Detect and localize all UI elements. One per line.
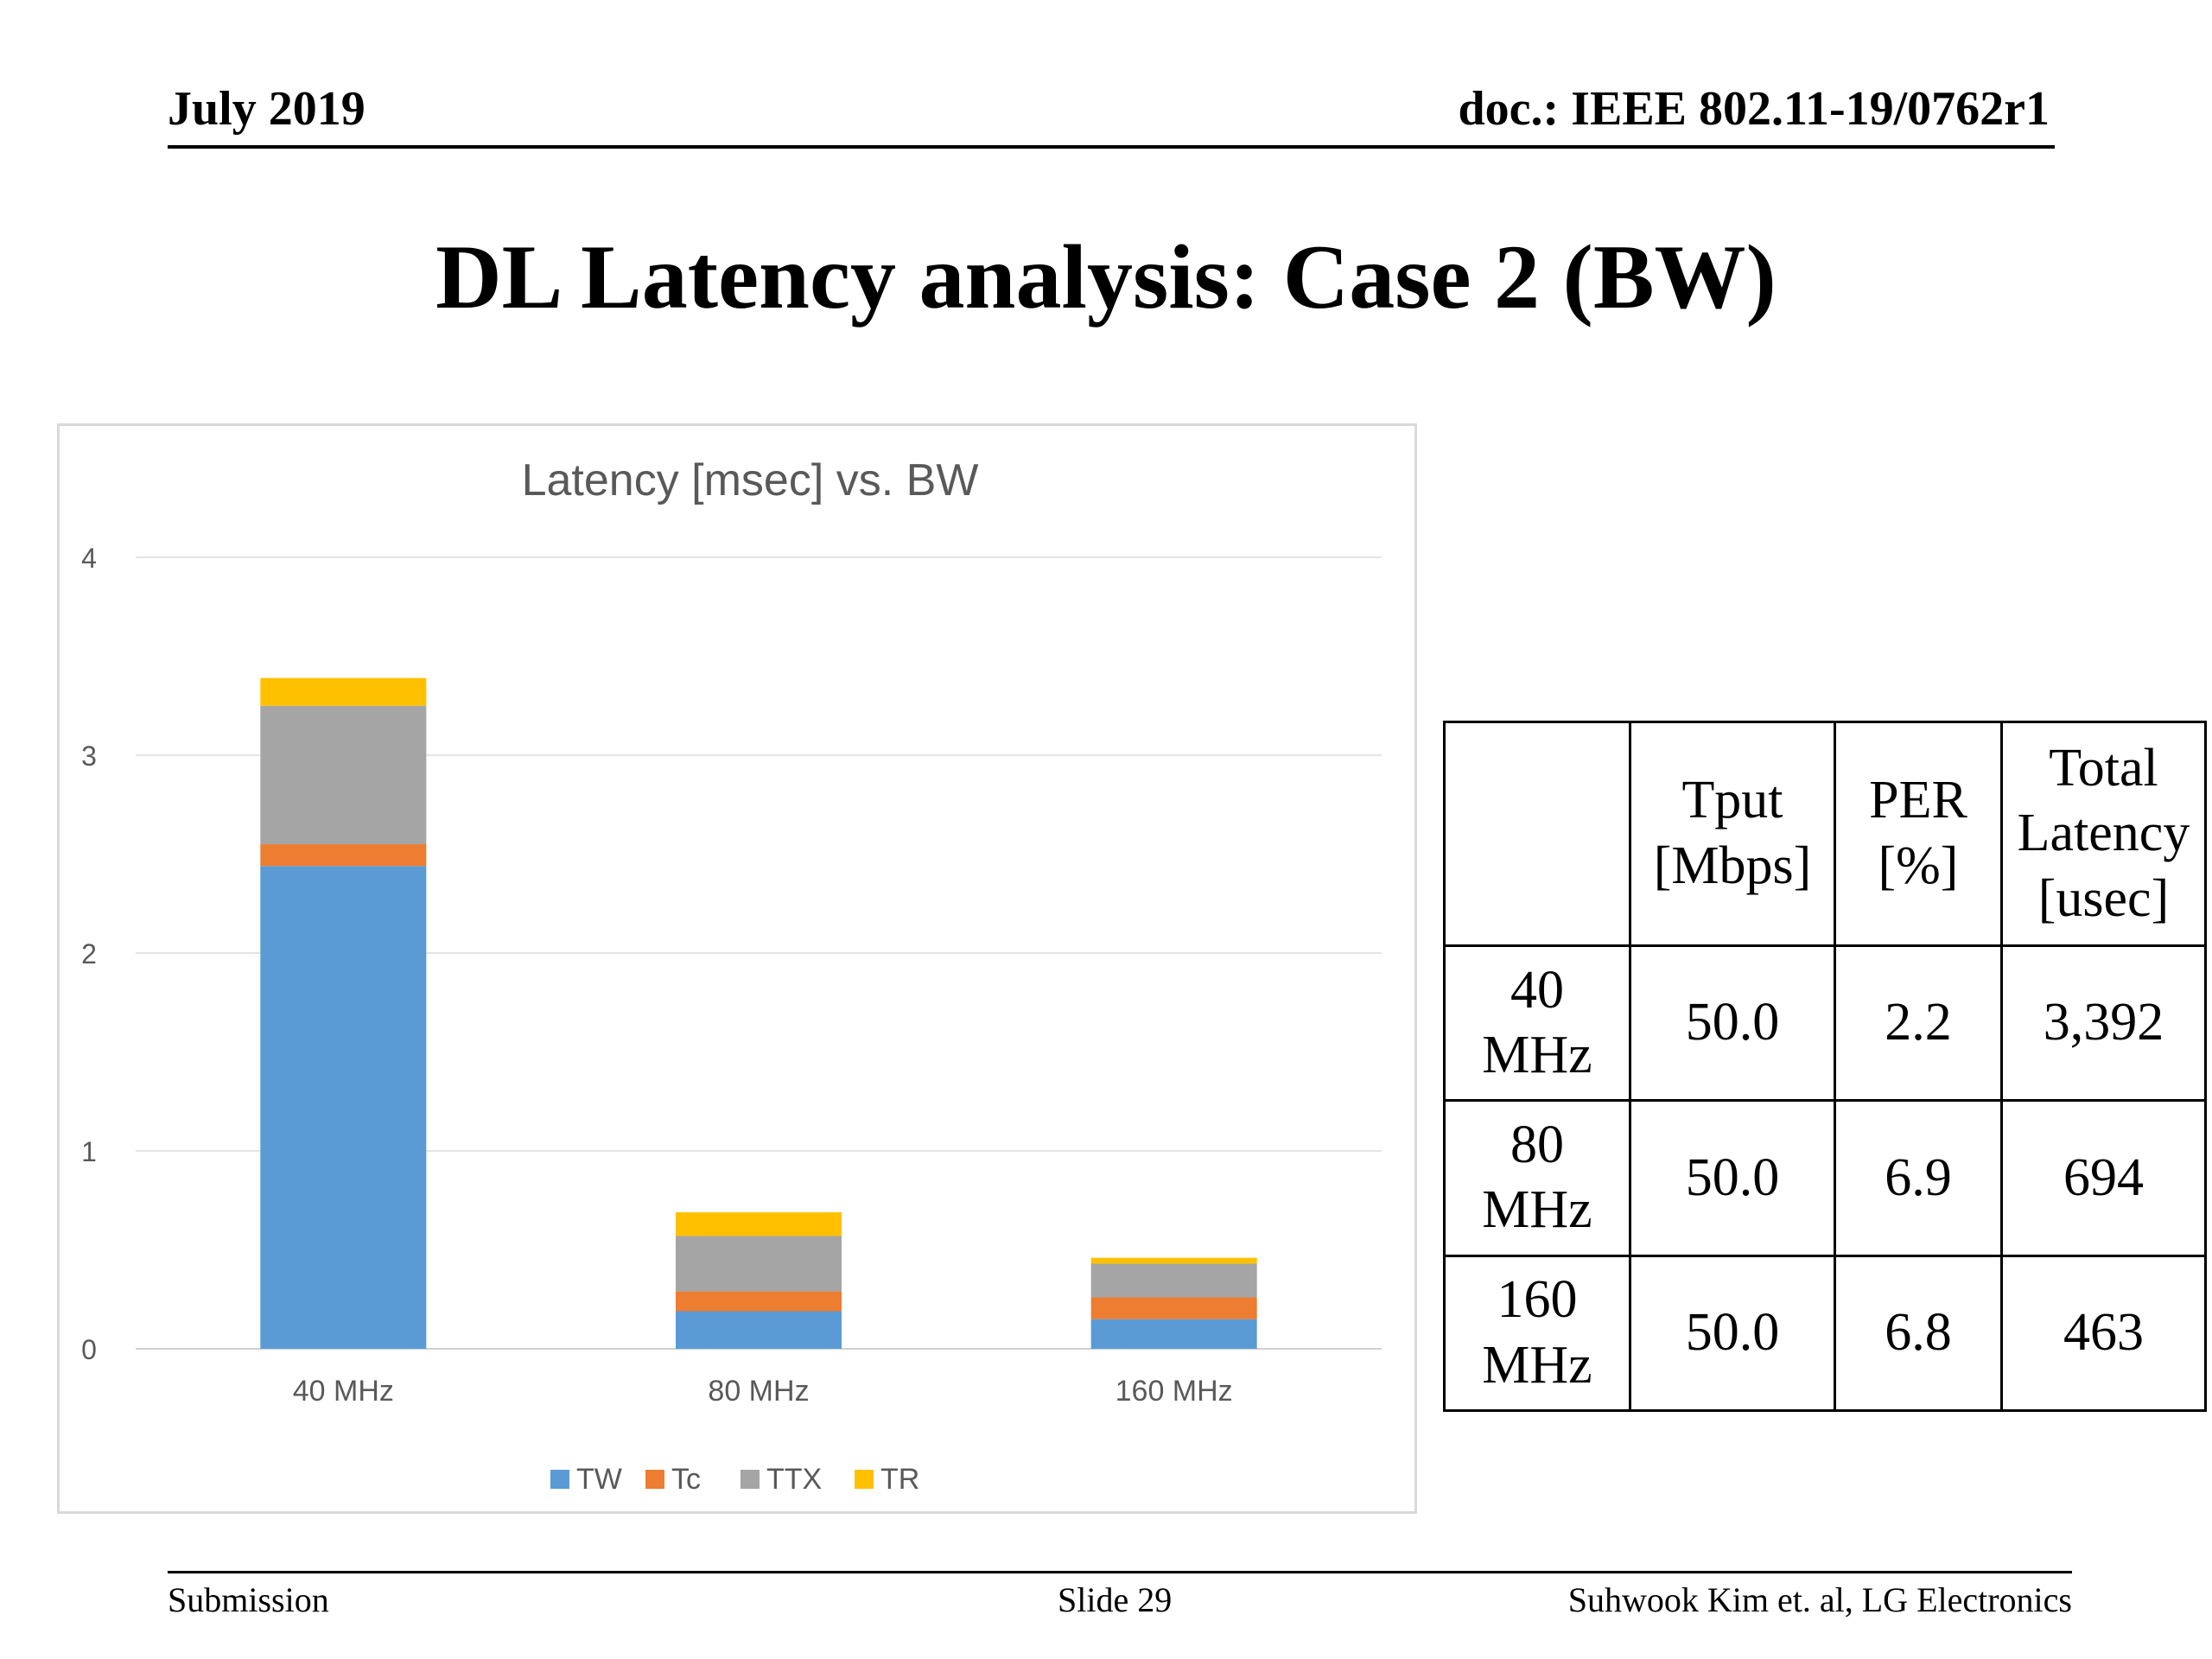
legend-label: Tc (671, 1463, 701, 1496)
table-cell-bw: 160 MHz (1443, 1254, 1631, 1413)
chart-frame: Latency [msec] vs. BW 0 1 2 3 4 40 MHz 80 MHz 16… (57, 423, 1417, 1514)
table-cell-bw: 80 MHz (1443, 1099, 1631, 1257)
legend-swatch (855, 1470, 874, 1489)
bar-segment-tc (1090, 1297, 1257, 1319)
legend-swatch (645, 1470, 664, 1489)
y-tick-label: 1 (81, 1136, 97, 1167)
table-cell-per: 6.9 (1834, 1099, 2003, 1257)
footer-rule (168, 1571, 2072, 1573)
table-cell-per: 2.2 (1834, 944, 2003, 1103)
bar-segment-ttx (1090, 1263, 1257, 1298)
y-tick-label: 0 (81, 1334, 97, 1365)
table-row: 40 MHz 50.0 2.2 3,392 (1443, 944, 2207, 1103)
footer-slide-number: Slide 29 (1058, 1580, 1173, 1619)
stacked-bar-chart: Latency [msec] vs. BW 0 1 2 3 4 40 MHz 80 MHz 16… (81, 455, 1382, 1496)
table-row: 160 MHz 50.0 6.8 463 (1443, 1254, 2207, 1413)
table-cell-tput: 50.0 (1629, 1254, 1836, 1413)
table-cell-tput: 50.0 (1629, 944, 1836, 1103)
y-tick-label: 2 (81, 938, 97, 969)
header-doc-id: doc.: IEEE 802.11-19/0762r1 (1458, 82, 2050, 136)
footer-submission: Submission (168, 1580, 329, 1619)
bar-segment-tc (260, 844, 427, 867)
x-tick-label: 80 MHz (708, 1375, 809, 1408)
bar-segment-tr (1090, 1257, 1257, 1264)
legend-label: TW (576, 1463, 622, 1496)
legend-swatch (741, 1470, 760, 1489)
table-cell-latency: 3,392 (2000, 944, 2207, 1103)
legend-label: TTX (766, 1463, 822, 1496)
bar-segment-tw (1090, 1319, 1257, 1349)
table-cell-bw: 40 MHz (1443, 944, 1631, 1103)
legend-swatch (550, 1470, 569, 1489)
bar-segment-tw (676, 1311, 842, 1349)
legend-label: TR (880, 1463, 919, 1496)
slide-title: DL Latency analysis: Case 2 (BW) (435, 226, 1777, 327)
bar-segment-tw (260, 866, 427, 1349)
table-header-cell: Total Latency [usec] (2000, 721, 2207, 947)
y-tick-label: 4 (81, 543, 97, 574)
bar-segment-tc (676, 1291, 842, 1312)
table-row: 80 MHz 50.0 6.9 694 (1443, 1099, 2207, 1257)
table-cell-tput: 50.0 (1629, 1099, 1836, 1257)
header-date: July 2019 (168, 82, 365, 136)
results-table: Tput [Mbps] PER [%] Total Latency [usec]… (1443, 721, 2207, 1413)
y-tick-label: 3 (81, 741, 97, 772)
header-rule (168, 145, 2055, 149)
bar-segment-ttx (676, 1236, 842, 1292)
bar-segment-ttx (260, 705, 427, 845)
bar-segment-tr (676, 1211, 842, 1236)
bar-segment-tr (260, 677, 427, 706)
table-cell-latency: 463 (2000, 1254, 2207, 1413)
footer-author: Suhwook Kim et. al, LG Electronics (1567, 1580, 2072, 1619)
table-header-row: Tput [Mbps] PER [%] Total Latency [usec] (1443, 721, 2207, 947)
table-header-cell: Tput [Mbps] (1629, 721, 1836, 947)
table-cell-latency: 694 (2000, 1099, 2207, 1257)
table-cell-per: 6.8 (1834, 1254, 2003, 1413)
table-header-cell: PER [%] (1834, 721, 2003, 947)
chart-title: Latency [msec] vs. BW (522, 455, 979, 505)
table-header-cell (1443, 721, 1631, 947)
x-tick-label: 40 MHz (293, 1375, 394, 1408)
x-tick-label: 160 MHz (1116, 1375, 1233, 1408)
